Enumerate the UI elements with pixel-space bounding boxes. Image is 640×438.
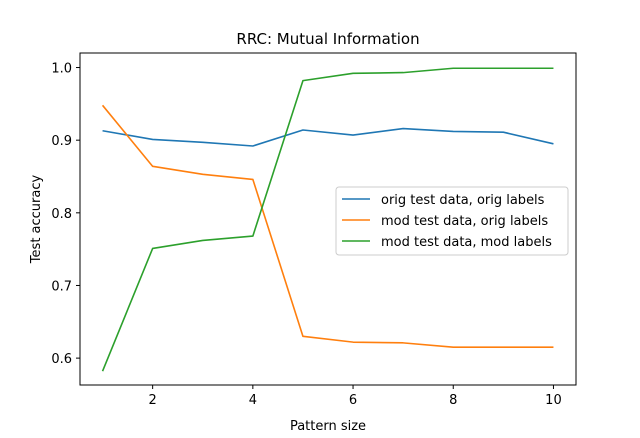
x-tick-label: 8 [449, 393, 457, 408]
legend-label-2: mod test data, orig labels [381, 214, 548, 229]
x-axis: 2 4 6 8 10 [149, 385, 562, 408]
series-line-2 [101, 104, 554, 349]
legend-box [335, 186, 569, 256]
plot-frame [79, 52, 577, 386]
y-tick-label: 0.9 [51, 134, 72, 149]
series-line-3 [101, 67, 554, 372]
series-line-1 [102, 127, 554, 147]
y-tick-label: 0.8 [51, 207, 72, 222]
x-tick-label: 4 [249, 393, 257, 408]
y-axis-label: Test accuracy [29, 175, 44, 265]
y-tick-label: 0.7 [51, 279, 72, 294]
legend-label-3: mod test data, mod labels [381, 235, 552, 250]
y-axis: 0.6 0.7 0.8 0.9 1.0 [51, 62, 80, 367]
y-tick-label: 1.0 [51, 62, 72, 77]
x-tick-label: 10 [545, 393, 562, 408]
x-tick-label: 2 [149, 393, 157, 408]
chart-title: RRC: Mutual Information [236, 30, 419, 48]
x-tick-label: 6 [349, 393, 357, 408]
plot-area [79, 52, 577, 386]
legend-label-1: orig test data, orig labels [381, 193, 545, 208]
x-axis-label: Pattern size [290, 419, 366, 434]
legend: orig test data, orig labels mod test data… [335, 186, 569, 256]
y-tick-label: 0.6 [51, 352, 72, 367]
series-lines [101, 67, 554, 372]
